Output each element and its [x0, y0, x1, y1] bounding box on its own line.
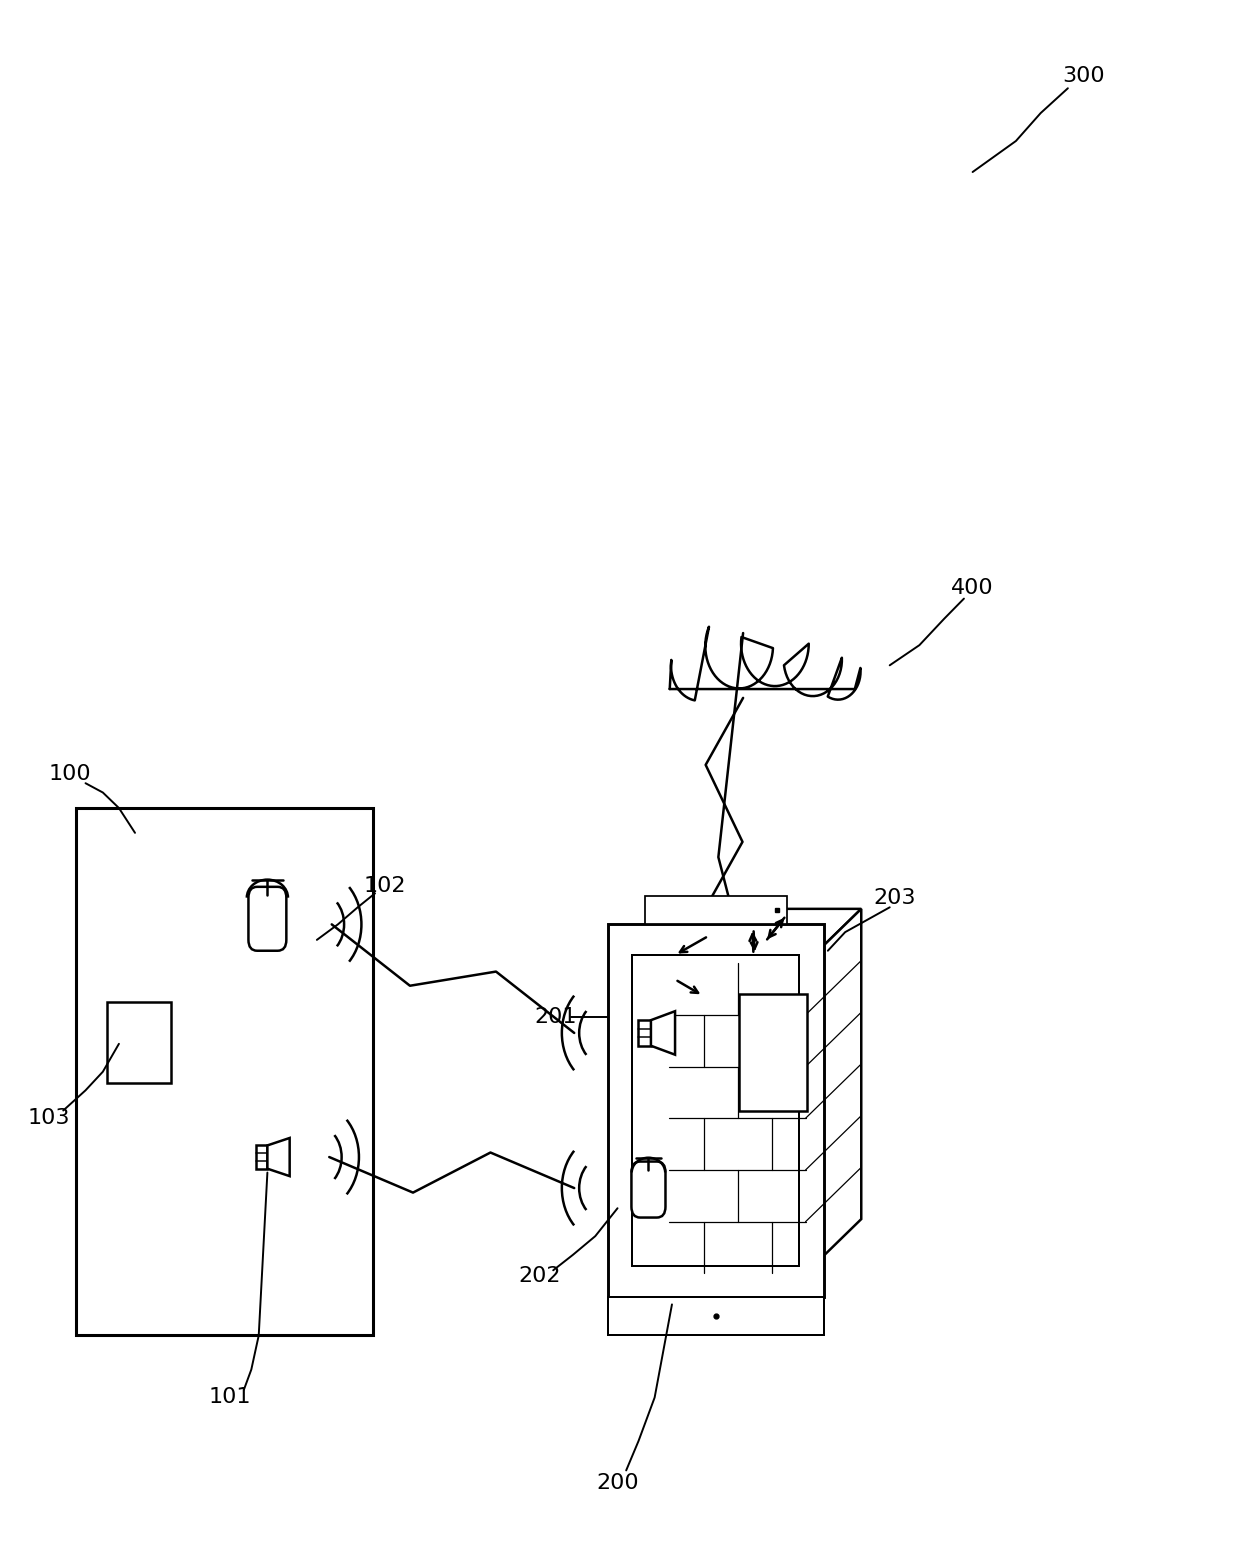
Text: 202: 202 — [518, 1267, 560, 1287]
Text: 100: 100 — [48, 765, 91, 783]
Text: 300: 300 — [1063, 65, 1105, 85]
Polygon shape — [670, 909, 862, 963]
Bar — [645, 897, 787, 925]
Polygon shape — [806, 909, 862, 1273]
Bar — [739, 995, 807, 1111]
Bar — [107, 1002, 171, 1083]
Text: 103: 103 — [27, 1108, 69, 1128]
Text: 203: 203 — [873, 887, 916, 908]
Bar — [76, 808, 372, 1335]
Text: 200: 200 — [596, 1473, 639, 1493]
Bar — [637, 1019, 651, 1046]
Text: 400: 400 — [951, 578, 994, 598]
Bar — [255, 1145, 268, 1169]
Text: 102: 102 — [363, 875, 407, 895]
Bar — [608, 1296, 825, 1335]
Bar — [632, 956, 800, 1265]
Bar — [608, 925, 825, 1296]
Polygon shape — [268, 1138, 290, 1176]
Polygon shape — [651, 1012, 675, 1055]
FancyBboxPatch shape — [248, 887, 286, 951]
Polygon shape — [670, 963, 806, 1273]
Text: 101: 101 — [210, 1388, 252, 1408]
FancyBboxPatch shape — [631, 1161, 666, 1217]
Text: 201: 201 — [534, 1007, 577, 1027]
